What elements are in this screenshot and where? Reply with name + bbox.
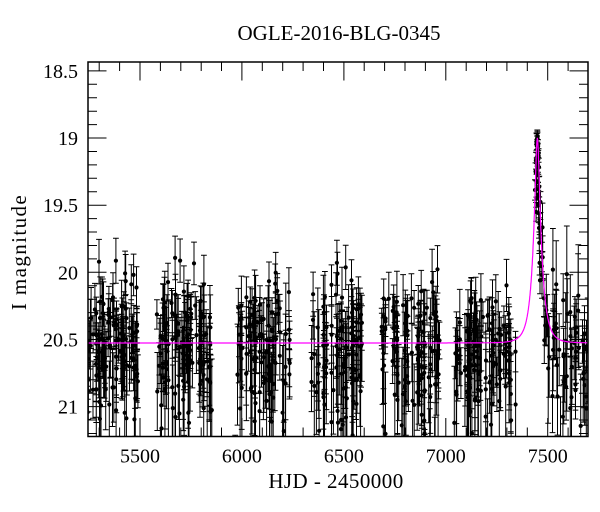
svg-text:6500: 6500 <box>324 446 364 468</box>
svg-text:19: 19 <box>58 128 78 150</box>
svg-text:6000: 6000 <box>222 446 262 468</box>
svg-text:18.5: 18.5 <box>43 61 78 83</box>
svg-text:7000: 7000 <box>426 446 466 468</box>
svg-text:I magnitude: I magnitude <box>7 194 31 310</box>
svg-text:7500: 7500 <box>528 446 568 468</box>
svg-text:OGLE-2016-BLG-0345: OGLE-2016-BLG-0345 <box>238 21 441 45</box>
svg-text:19.5: 19.5 <box>43 195 78 217</box>
svg-text:5500: 5500 <box>120 446 160 468</box>
svg-text:21: 21 <box>58 397 78 419</box>
svg-text:20: 20 <box>58 262 78 284</box>
svg-text:HJD - 2450000: HJD - 2450000 <box>268 469 403 493</box>
svg-text:20.5: 20.5 <box>43 330 78 352</box>
